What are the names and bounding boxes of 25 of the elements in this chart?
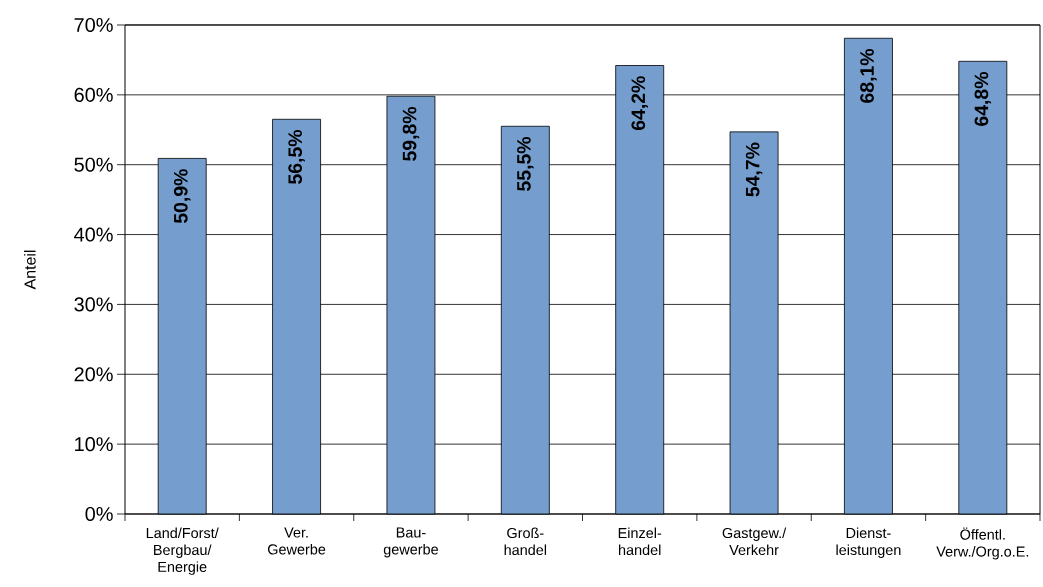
data-label: 59,8%: [402, 106, 420, 161]
y-tick-label: 50%: [74, 157, 113, 172]
data-label: 56,5%: [288, 130, 305, 184]
x-tick-label: Einzel- handel: [618, 527, 662, 556]
y-tick-label: 30%: [74, 297, 113, 312]
y-tick-label: 40%: [74, 227, 113, 242]
x-tick-label: Dienst- leistungen: [836, 527, 901, 558]
x-tick-label: Land/Forst/ Bergbau/ Energie: [146, 527, 219, 575]
data-label: 64,2%: [631, 76, 648, 131]
x-tick-label: Ver. Gewerbe: [267, 527, 326, 555]
x-tick-label: Groß- handel: [504, 527, 547, 556]
data-label: 54,7%: [745, 142, 763, 197]
data-label: 50,9%: [173, 169, 191, 224]
data-label: 68,1%: [860, 48, 877, 103]
y-tick-label: 60%: [74, 87, 113, 102]
y-tick-label: 0%: [85, 506, 113, 522]
y-tick-label: 20%: [74, 367, 113, 382]
data-label: 55,5%: [517, 137, 534, 191]
y-axis-title: Anteil: [23, 250, 36, 290]
x-tick-label: Öffentl. Verw./Org.o.E.: [936, 527, 1029, 560]
x-tick-label: Bau- gewerbe: [383, 527, 438, 558]
y-tick-label: 10%: [75, 437, 113, 452]
data-label: 64,8%: [974, 72, 992, 126]
y-tick-label: 70%: [74, 17, 113, 33]
x-tick-label: Gastgew./ Verkehr: [722, 527, 787, 556]
